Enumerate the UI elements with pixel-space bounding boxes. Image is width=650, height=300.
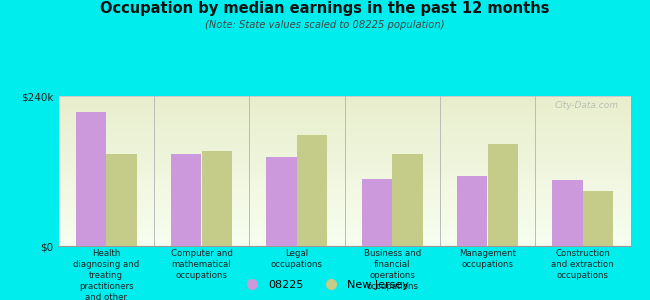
Bar: [392, 154, 422, 246]
Bar: [75, 112, 106, 246]
Text: Occupation by median earnings in the past 12 months: Occupation by median earnings in the pas…: [100, 2, 550, 16]
Text: Business and
financial
operations
occupations: Business and financial operations occupa…: [363, 249, 421, 291]
Text: Computer and
mathematical
occupations: Computer and mathematical occupations: [170, 249, 233, 280]
Bar: [202, 151, 232, 246]
Text: City-Data.com: City-Data.com: [555, 100, 619, 109]
Text: Management
occupations: Management occupations: [459, 249, 516, 269]
Bar: [457, 176, 488, 246]
Bar: [488, 144, 518, 246]
Legend: 08225, New Jersey: 08225, New Jersey: [237, 276, 413, 294]
Bar: [106, 154, 136, 246]
Text: Legal
occupations: Legal occupations: [271, 249, 323, 269]
Text: Construction
and extraction
occupations: Construction and extraction occupations: [551, 249, 614, 280]
Text: (Note: State values scaled to 08225 population): (Note: State values scaled to 08225 popu…: [205, 20, 445, 29]
Bar: [583, 191, 614, 246]
Bar: [266, 157, 297, 246]
Bar: [361, 178, 392, 246]
Bar: [297, 135, 328, 246]
Bar: [171, 154, 202, 246]
Bar: [552, 180, 583, 246]
Text: Health
diagnosing and
treating
practitioners
and other
technical
occupations: Health diagnosing and treating practitio…: [73, 249, 139, 300]
